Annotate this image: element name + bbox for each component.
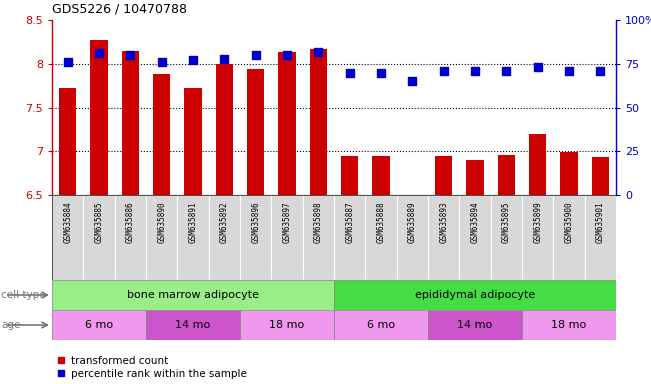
Bar: [529, 134, 546, 195]
Text: GSM635895: GSM635895: [502, 202, 511, 243]
Text: GSM635887: GSM635887: [345, 202, 354, 243]
Bar: [498, 155, 515, 195]
Text: age: age: [1, 320, 21, 330]
Text: 14 mo: 14 mo: [175, 320, 211, 330]
Text: GDS5226 / 10470788: GDS5226 / 10470788: [52, 2, 187, 15]
Bar: [90, 40, 107, 195]
Bar: [522, 195, 553, 280]
Text: GSM635885: GSM635885: [94, 202, 104, 243]
Text: GSM635894: GSM635894: [471, 202, 480, 243]
Point: [595, 68, 605, 74]
Bar: [215, 64, 233, 195]
Point: [125, 52, 135, 58]
Text: GSM635890: GSM635890: [157, 202, 166, 243]
Point: [219, 55, 230, 61]
Bar: [435, 156, 452, 195]
Bar: [466, 160, 484, 195]
Bar: [279, 52, 296, 195]
Bar: [561, 152, 577, 195]
Text: GSM635891: GSM635891: [189, 202, 197, 243]
Bar: [334, 195, 365, 280]
Text: bone marrow adipocyte: bone marrow adipocyte: [127, 290, 259, 300]
Text: 18 mo: 18 mo: [551, 320, 587, 330]
Bar: [592, 157, 609, 195]
Text: GSM635900: GSM635900: [564, 202, 574, 243]
Point: [533, 64, 543, 70]
Bar: [341, 156, 358, 195]
Text: GSM635884: GSM635884: [63, 202, 72, 243]
Bar: [83, 195, 115, 280]
Text: epididymal adipocyte: epididymal adipocyte: [415, 290, 535, 300]
Point: [439, 68, 449, 74]
Text: 14 mo: 14 mo: [458, 320, 493, 330]
Bar: [52, 310, 146, 340]
Bar: [334, 310, 428, 340]
Bar: [303, 195, 334, 280]
Point: [94, 50, 104, 56]
Bar: [460, 195, 491, 280]
Point: [282, 52, 292, 58]
Legend: transformed count, percentile rank within the sample: transformed count, percentile rank withi…: [57, 356, 247, 379]
Text: 6 mo: 6 mo: [367, 320, 395, 330]
Bar: [271, 195, 303, 280]
Bar: [240, 195, 271, 280]
Bar: [153, 74, 171, 195]
Bar: [428, 310, 522, 340]
Point: [564, 68, 574, 74]
Point: [470, 68, 480, 74]
Bar: [52, 195, 83, 280]
Bar: [240, 310, 334, 340]
Bar: [146, 310, 240, 340]
Bar: [396, 195, 428, 280]
Text: GSM635892: GSM635892: [220, 202, 229, 243]
Text: GSM635898: GSM635898: [314, 202, 323, 243]
Point: [156, 59, 167, 65]
Bar: [365, 195, 396, 280]
Bar: [522, 310, 616, 340]
Text: GSM635888: GSM635888: [376, 202, 385, 243]
Bar: [491, 195, 522, 280]
Text: GSM635897: GSM635897: [283, 202, 292, 243]
Point: [313, 48, 324, 55]
Text: GSM635901: GSM635901: [596, 202, 605, 243]
Point: [376, 70, 386, 76]
Bar: [334, 280, 616, 310]
Point: [407, 78, 417, 84]
Bar: [146, 195, 177, 280]
Text: 18 mo: 18 mo: [270, 320, 305, 330]
Bar: [585, 195, 616, 280]
Bar: [372, 156, 389, 195]
Bar: [428, 195, 460, 280]
Point: [62, 59, 73, 65]
Bar: [177, 195, 209, 280]
Bar: [247, 69, 264, 195]
Bar: [52, 280, 334, 310]
Text: GSM635893: GSM635893: [439, 202, 448, 243]
Bar: [59, 88, 76, 195]
Text: GSM635886: GSM635886: [126, 202, 135, 243]
Bar: [310, 49, 327, 195]
Text: 6 mo: 6 mo: [85, 320, 113, 330]
Point: [344, 70, 355, 76]
Text: cell type: cell type: [1, 290, 46, 300]
Bar: [184, 88, 202, 195]
Text: GSM635899: GSM635899: [533, 202, 542, 243]
Bar: [122, 51, 139, 195]
Bar: [209, 195, 240, 280]
Point: [187, 57, 198, 63]
Bar: [553, 195, 585, 280]
Bar: [115, 195, 146, 280]
Point: [501, 68, 512, 74]
Text: GSM635889: GSM635889: [408, 202, 417, 243]
Text: GSM635896: GSM635896: [251, 202, 260, 243]
Point: [251, 52, 261, 58]
